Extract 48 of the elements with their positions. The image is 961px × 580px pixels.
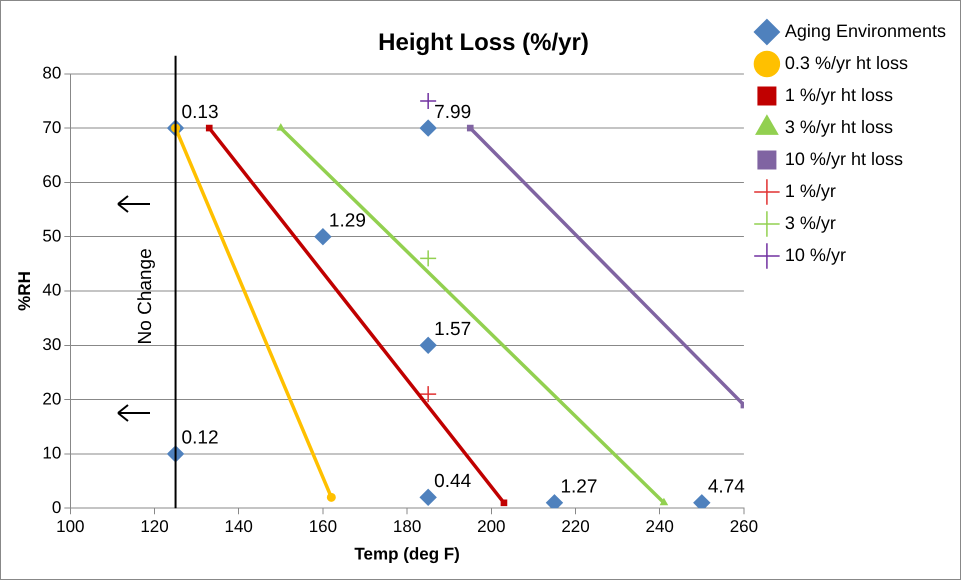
y-tick-label: 80 [42, 63, 62, 82]
x-tick-label: 140 [224, 517, 253, 536]
x-tick-label: 240 [646, 517, 674, 536]
point [419, 385, 437, 403]
x-tick-label: 200 [477, 517, 506, 536]
x-tick-label: 180 [392, 517, 422, 536]
point [419, 92, 437, 110]
y-tick-label: 70 [42, 118, 62, 137]
annotation: 7.99 [434, 102, 472, 123]
y-tick-label: 60 [42, 172, 62, 192]
annotation: 0.12 [182, 428, 219, 449]
x-tick-label: 260 [730, 517, 758, 536]
legend-label: 10 %/yr ht loss [784, 148, 903, 169]
point [500, 499, 508, 506]
point [420, 120, 437, 137]
annotation: 0.44 [434, 471, 472, 492]
y-tick-label: 20 [42, 389, 62, 408]
annotation: 4.74 [708, 476, 746, 498]
y-tick-label: 30 [42, 334, 62, 354]
y-tick-label: 40 [42, 280, 62, 300]
legend-label: 10 %/yr [784, 244, 846, 265]
y-tick-label: 10 [42, 444, 62, 463]
legend-label: 1 %/yr ht loss [784, 84, 893, 105]
point [420, 336, 437, 354]
annotation: 1.29 [328, 210, 366, 232]
annotation: No Change [134, 248, 156, 344]
point [326, 492, 336, 502]
annotation: 1.57 [434, 319, 472, 340]
y-tick-label: 50 [42, 226, 62, 246]
legend-label: 1 %/yr [784, 180, 836, 201]
legend-label: Aging Environments [784, 20, 946, 41]
point [314, 228, 332, 246]
annotation: 0.13 [182, 102, 219, 123]
point [206, 124, 213, 132]
x-tick-label: 120 [140, 517, 169, 536]
legend-label: 0.3 %/yr ht loss [784, 52, 908, 73]
point [420, 488, 437, 506]
y-axis-title: %RH [14, 271, 34, 311]
chart-title: Height Loss (%/yr) [378, 29, 589, 56]
legend-label: 3 %/yr [784, 212, 836, 233]
annotation: 1.27 [560, 476, 598, 498]
x-axis-title: Temp (deg F) [354, 544, 460, 564]
y-tick-label: 0 [52, 498, 62, 517]
x-tick-label: 160 [308, 517, 338, 536]
x-tick-label: 100 [56, 517, 84, 536]
x-tick-label: 220 [561, 517, 590, 536]
point [419, 250, 437, 268]
legend-label: 3 %/yr ht loss [784, 116, 893, 137]
